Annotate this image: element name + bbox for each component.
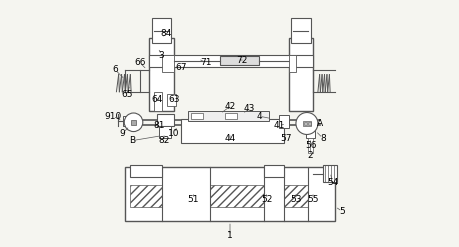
Bar — [190, 113, 203, 119]
Text: 64: 64 — [151, 95, 162, 103]
Text: 63: 63 — [168, 95, 179, 103]
Text: 10: 10 — [168, 129, 179, 138]
Bar — [125, 167, 334, 221]
Bar — [159, 126, 171, 138]
Bar — [288, 55, 295, 72]
Bar — [263, 165, 283, 177]
Bar — [304, 122, 307, 125]
Text: 9: 9 — [119, 129, 125, 138]
Text: 44: 44 — [224, 134, 235, 143]
Text: 4: 4 — [256, 112, 262, 121]
Bar — [283, 185, 308, 206]
Text: 42: 42 — [224, 102, 235, 111]
Bar — [157, 114, 174, 126]
Text: 81: 81 — [153, 122, 165, 130]
Bar — [224, 113, 237, 119]
Circle shape — [124, 113, 142, 132]
Bar — [161, 55, 174, 72]
Text: 67: 67 — [175, 63, 186, 72]
Bar — [188, 111, 269, 121]
Text: 8: 8 — [319, 134, 325, 143]
Bar — [210, 185, 263, 206]
Text: 55: 55 — [307, 195, 318, 204]
Text: 72: 72 — [236, 56, 247, 64]
Bar — [129, 165, 161, 177]
Bar — [151, 19, 171, 43]
Bar — [322, 165, 337, 182]
Bar — [166, 94, 176, 106]
Bar — [181, 119, 283, 143]
Text: B: B — [129, 136, 135, 145]
Bar — [149, 38, 174, 111]
Bar — [122, 116, 129, 126]
Bar — [220, 56, 259, 65]
Text: 910: 910 — [104, 112, 121, 121]
Text: 52: 52 — [260, 195, 272, 204]
Bar — [302, 121, 310, 126]
Bar — [278, 115, 288, 128]
Text: 6: 6 — [112, 65, 118, 74]
Bar — [154, 92, 161, 111]
Bar — [291, 19, 310, 43]
Bar — [288, 38, 313, 111]
Bar — [308, 122, 310, 125]
Text: 2: 2 — [307, 151, 313, 160]
Text: 41: 41 — [273, 122, 284, 130]
Text: 84: 84 — [161, 29, 172, 38]
Bar — [305, 127, 315, 138]
Text: 57: 57 — [280, 134, 291, 143]
Text: 3: 3 — [158, 51, 164, 60]
Bar — [130, 120, 136, 125]
Text: 65: 65 — [122, 90, 133, 99]
Text: 56: 56 — [304, 141, 316, 150]
Text: 53: 53 — [290, 195, 301, 204]
Text: 54: 54 — [326, 178, 337, 187]
Text: A: A — [317, 119, 323, 128]
Text: 5: 5 — [339, 207, 344, 216]
Text: 71: 71 — [199, 58, 211, 67]
Text: 1: 1 — [227, 231, 232, 240]
Text: 82: 82 — [158, 136, 169, 145]
Text: 66: 66 — [134, 58, 145, 67]
Text: 43: 43 — [243, 104, 255, 113]
Bar — [308, 138, 313, 153]
Text: 51: 51 — [187, 195, 199, 204]
Circle shape — [295, 113, 317, 134]
Bar — [129, 185, 161, 206]
Bar — [149, 55, 313, 67]
